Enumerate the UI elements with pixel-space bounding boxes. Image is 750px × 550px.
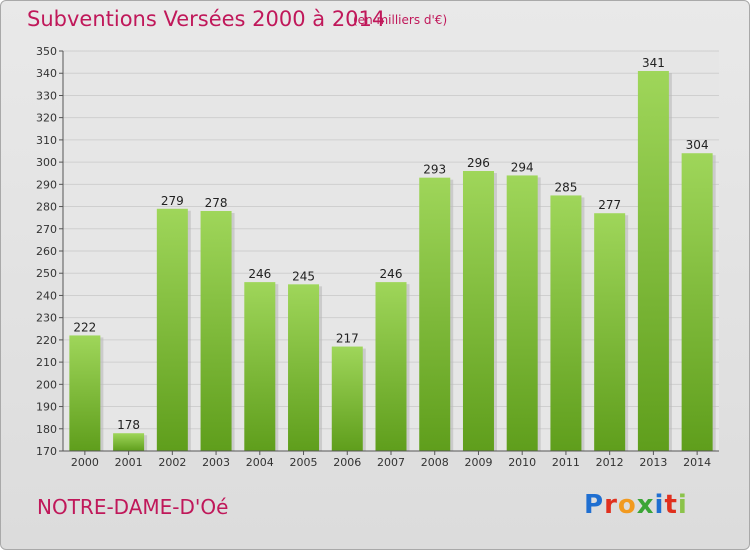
x-tick-label: 2009: [464, 456, 492, 469]
bar: [69, 335, 101, 451]
data-label: 217: [336, 332, 359, 346]
data-label: 285: [554, 180, 577, 194]
data-label: 293: [423, 163, 446, 177]
bar: [637, 71, 669, 451]
bar: [244, 282, 276, 451]
bar: [681, 153, 713, 451]
x-tick-label: 2002: [158, 456, 186, 469]
x-tick-label: 2007: [377, 456, 405, 469]
data-label: 222: [73, 320, 96, 334]
y-tick-label: 240: [36, 289, 57, 302]
proxiti-logo: Proxiti: [584, 490, 688, 520]
x-tick-label: 2010: [508, 456, 536, 469]
y-tick-label: 330: [36, 89, 57, 102]
logo-letter: P: [584, 490, 605, 520]
data-label: 294: [511, 160, 534, 174]
y-tick-label: 350: [36, 45, 57, 58]
y-tick-label: 220: [36, 334, 57, 347]
data-label: 178: [117, 418, 140, 432]
data-label: 304: [686, 138, 709, 152]
data-label: 277: [598, 198, 621, 212]
bar: [550, 195, 582, 451]
x-tick-label: 2004: [246, 456, 274, 469]
logo-letter: x: [636, 490, 655, 520]
y-tick-label: 250: [36, 267, 57, 280]
y-tick-label: 260: [36, 245, 57, 258]
bars: [69, 71, 716, 451]
data-label: 341: [642, 56, 665, 70]
bar: [113, 433, 145, 451]
bar: [506, 175, 538, 451]
data-labels: 222 178 279 278 246 245 217 246 293 296 294 285 277 3…: [73, 56, 708, 432]
y-tick-label: 200: [36, 378, 57, 391]
y-tick-label: 180: [36, 423, 57, 436]
y-tick-label: 300: [36, 156, 57, 169]
y-tick-label: 310: [36, 134, 57, 147]
x-tick-label: 2011: [552, 456, 580, 469]
y-tick-label: 230: [36, 312, 57, 325]
bar: [331, 346, 363, 451]
bar: [462, 171, 494, 451]
x-tick-label: 2000: [71, 456, 99, 469]
data-label: 245: [292, 269, 315, 283]
x-tick-label: 2005: [290, 456, 318, 469]
data-label: 278: [205, 196, 228, 210]
bar: [200, 211, 232, 451]
data-label: 296: [467, 156, 490, 170]
x-tick-label: 2001: [115, 456, 143, 469]
y-tick-label: 170: [36, 445, 57, 458]
x-tick-label: 2006: [333, 456, 361, 469]
bar: [156, 208, 188, 451]
data-label: 246: [248, 267, 271, 281]
logo-letter: o: [617, 490, 637, 520]
x-tick-label: 2012: [596, 456, 624, 469]
bar: [594, 213, 626, 451]
x-tick-label: 2003: [202, 456, 230, 469]
logo-letter: i: [677, 490, 688, 520]
y-tick-label: 320: [36, 112, 57, 125]
x-tick-label: 2013: [639, 456, 667, 469]
commune-name: NOTRE-DAME-D'Oé: [37, 495, 229, 519]
bar: [288, 284, 320, 451]
y-tick-label: 270: [36, 223, 57, 236]
data-label: 246: [380, 267, 403, 281]
y-tick-label: 280: [36, 201, 57, 214]
logo-letter: i: [654, 490, 665, 520]
y-tick-label: 340: [36, 67, 57, 80]
data-label: 279: [161, 194, 184, 208]
x-tick-label: 2014: [683, 456, 711, 469]
chart-title: Subventions Versées 2000 à 2014: [27, 7, 386, 31]
logo-letter: t: [664, 490, 678, 520]
x-tick-label: 2008: [421, 456, 449, 469]
y-tick-label: 190: [36, 401, 57, 414]
y-tick-label: 210: [36, 356, 57, 369]
chart-subtitle: (en milliers d'€): [353, 13, 448, 27]
logo-letter: r: [604, 490, 618, 520]
bar: [375, 282, 407, 451]
axes: 170 180 190 200 210 220 230 240 250 260 270 280 290 3…: [36, 45, 719, 469]
y-tick-label: 290: [36, 178, 57, 191]
bar: [419, 177, 451, 451]
